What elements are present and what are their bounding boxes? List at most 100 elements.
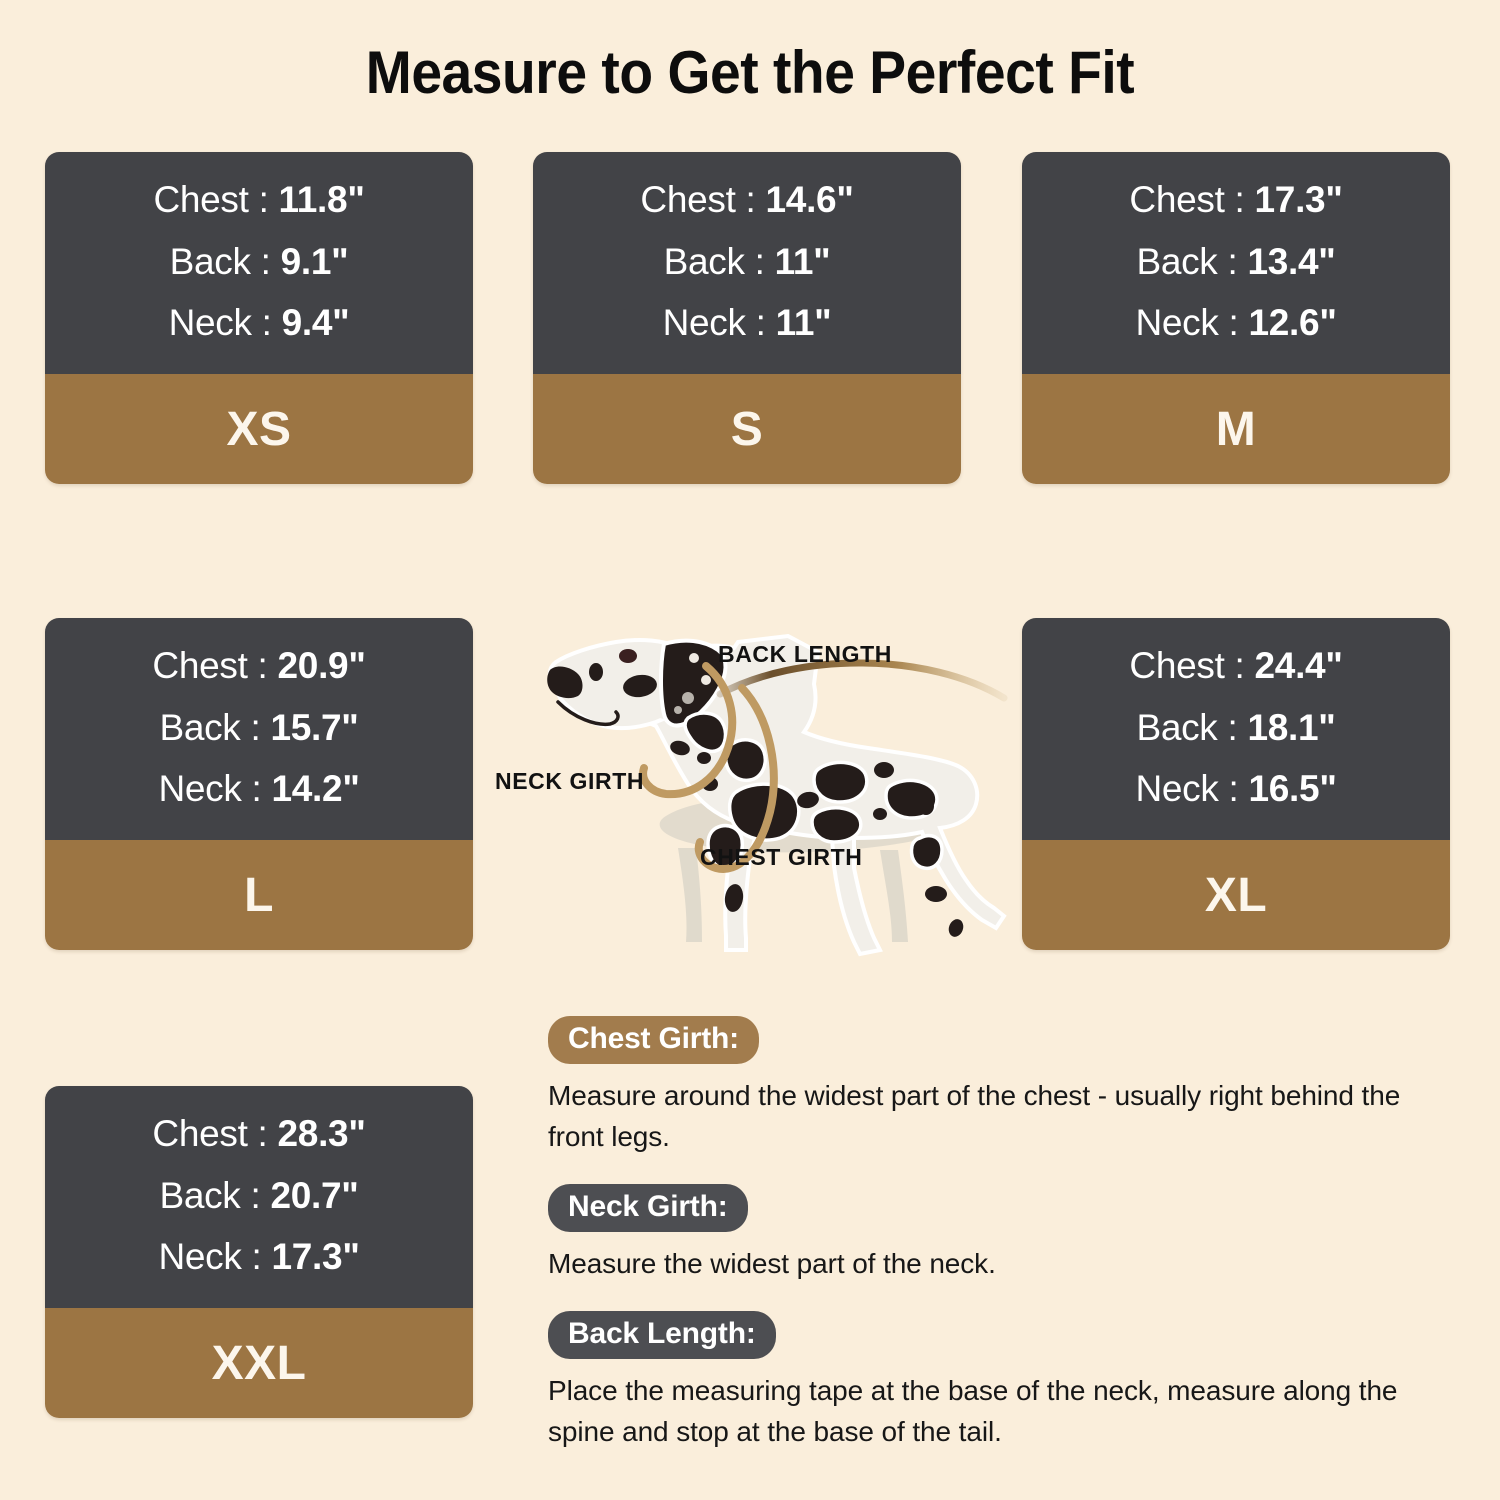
instruction-text-neck-girth: Measure the widest part of the neck. [548, 1247, 996, 1279]
label-chest-girth: CHEST GIRTH [700, 844, 863, 870]
size-card-xs: Chest : 11.8" Back : 9.1" Neck : 9.4" XS [45, 152, 473, 484]
spec-label: Neck [1135, 301, 1219, 343]
spec-value: 14.2" [271, 767, 360, 809]
spec-neck: Neck : 17.3" [158, 1235, 360, 1277]
badge-back-length: Back Length: [548, 1310, 776, 1359]
spec-chest: Chest : 11.8" [153, 179, 365, 221]
spec-separator: : [745, 301, 776, 343]
dog-measurement-diagram [488, 598, 1028, 998]
spec-chest: Chest : 20.9" [152, 645, 366, 687]
spec-label: Chest [152, 645, 248, 687]
spec-label: Neck [1135, 767, 1219, 809]
instruction-neck-girth: Neck Girth: Measure the widest part of t… [548, 1183, 1454, 1285]
size-card-footer: XXL [45, 1308, 473, 1418]
instruction-text-back-length: Place the measuring tape at the base of … [548, 1374, 1398, 1447]
badge-neck-girth: Neck Girth: [548, 1183, 748, 1232]
spec-value: 12.6" [1248, 301, 1337, 343]
spec-separator: : [1218, 767, 1249, 809]
spec-separator: : [240, 1174, 271, 1216]
spec-value: 20.7" [270, 1174, 359, 1216]
spec-neck: Neck : 14.2" [158, 767, 360, 809]
badge-chest-girth: Chest Girth: [548, 1016, 759, 1064]
page-title: Measure to Get the Perfect Fit [365, 39, 1135, 106]
spec-label: Neck [158, 1235, 242, 1277]
size-card-specs: Chest : 11.8" Back : 9.1" Neck : 9.4" [45, 152, 473, 374]
size-card-footer: S [533, 374, 961, 484]
neck-girth-tape [639, 662, 737, 799]
spec-back: Back : 13.4" [1136, 240, 1336, 282]
spec-separator: : [248, 179, 279, 221]
spec-label: Chest [153, 179, 249, 221]
size-card-footer: XS [45, 374, 473, 484]
spec-value: 20.9" [277, 645, 366, 687]
spec-separator: : [240, 706, 271, 748]
spec-label: Back [159, 706, 241, 748]
spec-value: 11" [774, 240, 831, 282]
size-label: S [730, 402, 764, 456]
chest-girth-tape [694, 684, 778, 873]
spec-value: 17.3" [271, 1235, 360, 1277]
spec-back: Back : 20.7" [159, 1174, 359, 1216]
size-card-m: Chest : 17.3" Back : 13.4" Neck : 12.6" … [1022, 152, 1450, 484]
spec-separator: : [250, 240, 281, 282]
instruction-chest-girth: Chest Girth: Measure around the widest p… [548, 1016, 1454, 1158]
spec-label: Back [159, 1174, 241, 1216]
size-card-s: Chest : 14.6" Back : 11" Neck : 11" S [533, 152, 961, 484]
size-label: M [1215, 402, 1257, 456]
spec-value: 14.6" [765, 179, 854, 221]
instruction-back-length: Back Length: Place the measuring tape at… [548, 1310, 1454, 1453]
size-card-xl: Chest : 24.4" Back : 18.1" Neck : 16.5" … [1022, 618, 1450, 950]
spec-label: Neck [158, 767, 242, 809]
spec-label: Chest [1129, 179, 1225, 221]
size-card-footer: M [1022, 374, 1450, 484]
spec-separator: : [247, 1113, 278, 1155]
size-label: XL [1204, 868, 1268, 922]
spec-label: Back [1136, 706, 1218, 748]
spec-back: Back : 15.7" [159, 706, 358, 748]
spec-value: 24.4" [1254, 645, 1343, 687]
spec-value: 9.1" [280, 240, 349, 282]
size-card-specs: Chest : 20.9" Back : 15.7" Neck : 14.2" [45, 618, 473, 840]
instructions-panel: Chest Girth: Measure around the widest p… [548, 1016, 1454, 1452]
spec-separator: : [241, 1235, 272, 1277]
spec-separator: : [744, 240, 775, 282]
size-card-specs: Chest : 24.4" Back : 18.1" Neck : 16.5" [1022, 618, 1450, 840]
spec-chest: Chest : 14.6" [640, 179, 854, 221]
size-label: XXL [211, 1336, 307, 1390]
instruction-text-chest-girth: Measure around the widest part of the ch… [548, 1080, 1401, 1152]
spec-label: Chest [640, 179, 736, 221]
size-label: XS [226, 402, 292, 456]
spec-chest: Chest : 24.4" [1129, 645, 1343, 687]
label-back-length: BACK LENGTH [718, 641, 892, 667]
spec-value: 13.4" [1247, 240, 1336, 282]
spec-label: Back [1136, 240, 1218, 282]
spec-separator: : [1224, 179, 1255, 221]
spec-value: 9.4" [281, 301, 350, 343]
spec-label: Chest [1129, 645, 1225, 687]
size-card-l: Chest : 20.9" Back : 15.7" Neck : 14.2" … [45, 618, 473, 950]
size-card-specs: Chest : 17.3" Back : 13.4" Neck : 12.6" [1022, 152, 1450, 374]
size-card-footer: L [45, 840, 473, 950]
spec-back: Back : 18.1" [1136, 706, 1335, 748]
spec-chest: Chest : 28.3" [152, 1113, 366, 1155]
size-card-footer: XL [1022, 840, 1450, 950]
spec-value: 16.5" [1248, 767, 1337, 809]
spec-separator: : [1224, 645, 1255, 687]
size-card-specs: Chest : 28.3" Back : 20.7" Neck : 17.3" [45, 1086, 473, 1308]
spec-neck: Neck : 9.4" [168, 301, 350, 343]
spec-label: Back [169, 240, 251, 282]
spec-neck: Neck : 12.6" [1135, 301, 1337, 343]
spec-back: Back : 11" [664, 240, 831, 282]
spec-label: Chest [152, 1113, 248, 1155]
spec-label: Neck [168, 301, 252, 343]
spec-value: 11.8" [278, 179, 365, 221]
spec-value: 17.3" [1254, 179, 1343, 221]
spec-back: Back : 9.1" [169, 240, 349, 282]
spec-separator: : [247, 645, 278, 687]
spec-separator: : [251, 301, 282, 343]
spec-separator: : [1217, 706, 1248, 748]
spec-chest: Chest : 17.3" [1129, 179, 1343, 221]
back-length-tape [716, 659, 1008, 702]
spec-value: 28.3" [277, 1113, 366, 1155]
